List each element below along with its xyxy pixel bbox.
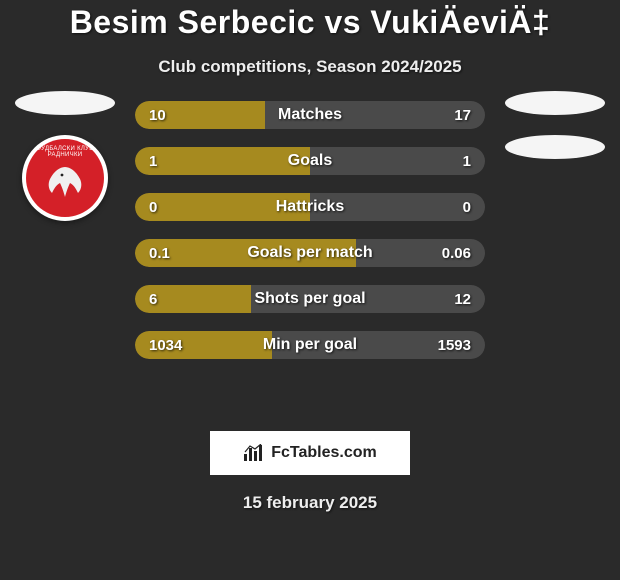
stat-row: 10341593Min per goal [135,331,485,359]
stat-row: 1017Matches [135,101,485,129]
crest-ring-text: ФУДБАЛСКИ КЛУБ РАДНИЧКИ [26,146,104,158]
stat-bar-right [310,147,485,175]
stat-value-left: 6 [149,285,157,313]
stat-row: 612Shots per goal [135,285,485,313]
comparison-infographic: Besim Serbecic vs VukiÄeviÄ‡ Club compet… [0,0,620,513]
stat-value-right: 12 [454,285,471,313]
left-badges: ФУДБАЛСКИ КЛУБ РАДНИЧКИ [10,91,120,221]
crest-inner: ФУДБАЛСКИ КЛУБ РАДНИЧКИ [26,139,104,217]
stat-value-left: 1034 [149,331,182,359]
stat-row: 11Goals [135,147,485,175]
stat-bar-left [135,147,310,175]
stat-value-left: 0 [149,193,157,221]
stat-row: 00Hattricks [135,193,485,221]
brand-text: FcTables.com [271,444,377,462]
stat-row: 0.10.06Goals per match [135,239,485,267]
stat-value-right: 1593 [438,331,471,359]
content-area: ФУДБАЛСКИ КЛУБ РАДНИЧКИ 1017Matches11Goa… [0,101,620,421]
page-subtitle: Club competitions, Season 2024/2025 [0,57,620,77]
stat-value-left: 1 [149,147,157,175]
stat-value-right: 17 [454,101,471,129]
bar-chart-icon [243,444,265,462]
stat-bar-right [265,101,486,129]
stat-bar-left [135,193,310,221]
eagle-icon [40,163,90,199]
page-title: Besim Serbecic vs VukiÄeviÄ‡ [0,4,620,41]
right-badges [500,91,610,179]
stat-value-right: 1 [463,147,471,175]
left-flag-placeholder [15,91,115,115]
stat-bars: 1017Matches11Goals00Hattricks0.10.06Goal… [135,101,485,377]
brand-box: FcTables.com [210,431,410,475]
stat-bar-right [310,193,485,221]
stat-value-left: 10 [149,101,166,129]
right-club-placeholder [505,135,605,159]
right-flag-placeholder [505,91,605,115]
date-text: 15 february 2025 [0,493,620,513]
stat-value-right: 0.06 [442,239,471,267]
stat-value-right: 0 [463,193,471,221]
stat-bar-right [251,285,486,313]
left-club-crest: ФУДБАЛСКИ КЛУБ РАДНИЧКИ [22,135,108,221]
stat-value-left: 0.1 [149,239,170,267]
